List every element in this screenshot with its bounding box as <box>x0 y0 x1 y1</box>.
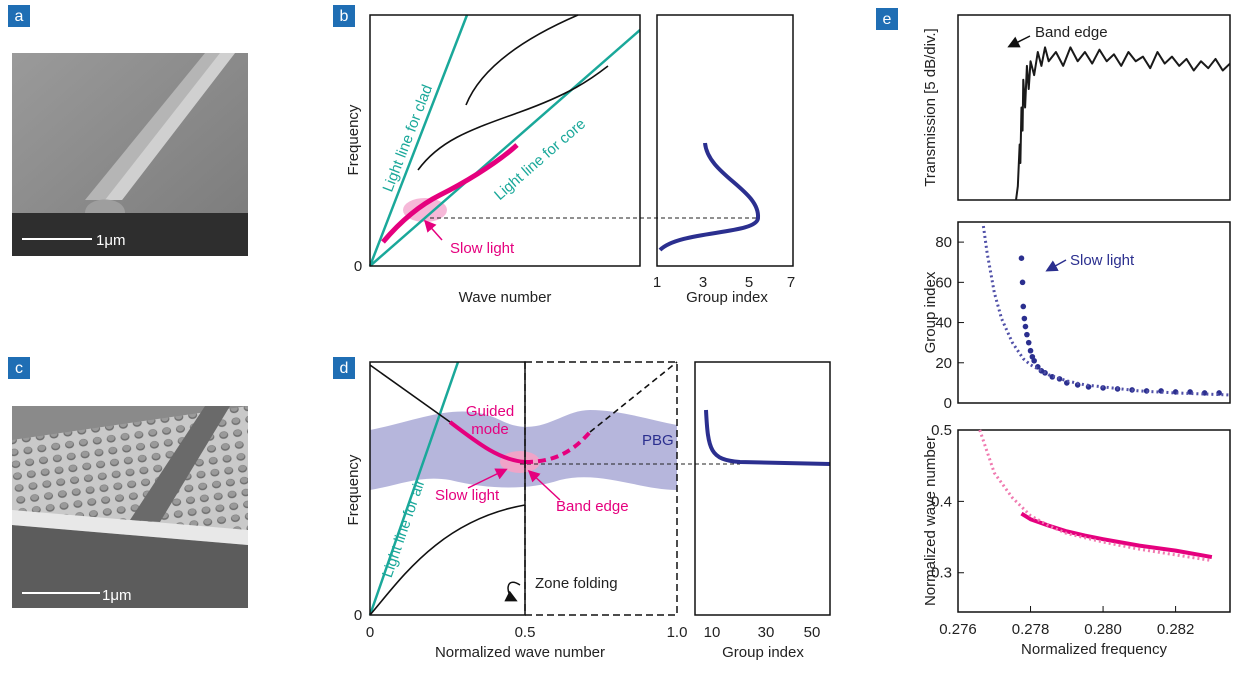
sem-image-c: 1μm <box>12 406 248 608</box>
pbg-label: PBG <box>642 432 674 449</box>
y-axis-label: Group index <box>922 271 939 353</box>
tick-label: 0 <box>366 624 374 641</box>
guided-mode-label: Guided <box>466 403 514 420</box>
origin-label: 0 <box>354 258 362 275</box>
x-tick-label: 0.280 <box>1084 621 1122 638</box>
annotation: Band edge <box>1035 24 1108 41</box>
data-point <box>1020 303 1027 310</box>
y-tick-label: 80 <box>935 234 952 251</box>
plot-frame <box>957 221 1231 404</box>
data-point <box>1031 357 1037 364</box>
y-axis-label: Normalized wave number <box>922 436 939 606</box>
slow-light-label: Slow light <box>450 240 515 257</box>
y-tick-label: 0.4 <box>931 493 952 510</box>
origin-label: 0 <box>354 607 362 624</box>
panel-d <box>368 361 831 616</box>
plot-frame <box>957 429 1231 613</box>
data-point <box>1024 331 1030 338</box>
data-point <box>1018 255 1025 261</box>
slow-light-label: Slow light <box>435 487 500 504</box>
light-line-label: Light line for core <box>491 115 589 203</box>
panel-label: e <box>883 11 892 28</box>
panel-label: d <box>340 360 349 377</box>
tick-label: 5 <box>745 274 753 291</box>
band-edge-label: Band edge <box>556 498 629 515</box>
data-point <box>1019 279 1026 286</box>
light-line-label: Light line for air <box>379 477 428 580</box>
x-axis-label: Normalized frequency <box>1021 641 1167 658</box>
y-tick-label: 60 <box>935 274 952 291</box>
panel-b <box>368 14 794 267</box>
guided-mode-label: mode <box>471 421 509 438</box>
y-tick-label: 0.3 <box>931 565 952 582</box>
y-tick-label: 20 <box>935 355 952 372</box>
zone-folding-label: Zone folding <box>535 575 618 592</box>
tick-label: 1 <box>653 274 661 291</box>
sem-image-a: 1μm <box>12 53 248 256</box>
y-tick-label: 40 <box>935 315 952 332</box>
x-axis-label: Group index <box>722 644 804 661</box>
data-point <box>1027 347 1034 354</box>
annotation-arrow <box>1007 35 1031 48</box>
data-point <box>1074 382 1081 388</box>
scale-bar-label: 1μm <box>96 232 125 249</box>
x-tick-label: 0.276 <box>939 621 977 638</box>
y-tick-label: 0.5 <box>931 422 952 439</box>
data-point <box>1025 339 1032 346</box>
tick-label: 0.5 <box>515 624 536 641</box>
x-axis-label: Wave number <box>459 289 552 306</box>
tick-label: 1.0 <box>667 624 688 641</box>
scale-bar-label: 1μm <box>102 587 131 604</box>
plot-frame <box>957 14 1231 201</box>
annotation: Slow light <box>1070 252 1135 269</box>
light-line-label: Light line for clad <box>380 82 437 194</box>
data-line <box>1015 46 1231 201</box>
data-point <box>1022 323 1029 330</box>
tick-label: 30 <box>758 624 775 641</box>
annotation-arrow <box>1045 259 1067 272</box>
data-line <box>1020 511 1213 560</box>
panel-e: Transmission [5 dB/div.] Group index 0 20 40… <box>922 14 1231 658</box>
panel-label: b <box>340 8 349 25</box>
tick-label: 7 <box>787 274 795 291</box>
panel-label: c <box>15 360 23 377</box>
tick-label: 3 <box>699 274 707 291</box>
data-point <box>1021 315 1028 322</box>
panel-label: a <box>15 8 24 25</box>
tick-label: 50 <box>804 624 821 641</box>
tick-label: 10 <box>704 624 721 641</box>
y-axis-label: Transmission [5 dB/div.] <box>922 28 939 186</box>
x-axis-label: Normalized wave number <box>435 644 605 661</box>
data-line <box>978 429 1213 563</box>
y-axis-label: Frequency <box>345 454 362 525</box>
y-tick-label: 0 <box>944 395 952 412</box>
data-line <box>981 225 1231 397</box>
x-tick-label: 0.282 <box>1157 621 1195 638</box>
y-axis-label: Frequency <box>345 104 362 175</box>
panel-labels: a b c d e <box>8 5 898 379</box>
x-tick-label: 0.278 <box>1012 621 1050 638</box>
x-axis-label: Group index <box>686 289 768 306</box>
